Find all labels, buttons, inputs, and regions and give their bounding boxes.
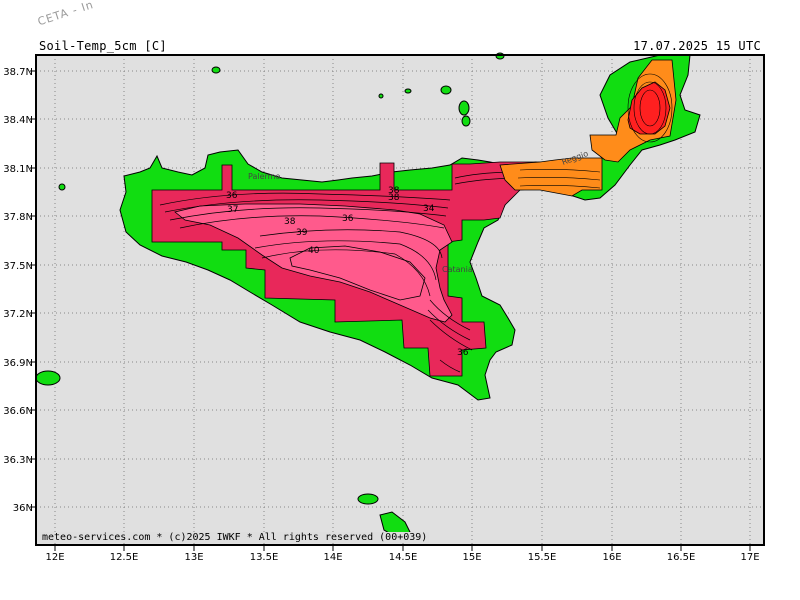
lon-label: 16E <box>602 552 621 563</box>
calabria-orange-zone <box>499 157 603 197</box>
lon-axis <box>54 545 751 551</box>
lat-label: 38.4N <box>3 115 33 126</box>
contour-label: 39 <box>296 228 308 238</box>
lat-label: 37.8N <box>3 212 33 223</box>
map-title: Soil-Temp_5cm [C] <box>39 39 167 53</box>
lat-label: 36.9N <box>3 358 33 369</box>
lat-label: 38.1N <box>3 164 33 175</box>
lon-label: 14.5E <box>389 552 418 563</box>
lon-label: 12.5E <box>110 552 139 563</box>
lon-label: 15E <box>462 552 481 563</box>
lon-label: 17E <box>740 552 759 563</box>
lon-label: 13E <box>184 552 203 563</box>
contour-label: 38 <box>388 193 400 203</box>
lat-label: 36.3N <box>3 455 33 466</box>
contour-label: 36 <box>457 348 469 358</box>
copyright-credit: meteo-services.com * (c)2025 IWKF * All … <box>40 532 430 543</box>
lon-label: 16.5E <box>667 552 696 563</box>
contour-label: 36 <box>226 191 238 201</box>
minor-islands <box>35 52 505 539</box>
city-label-palermo: Palermo <box>248 172 280 181</box>
lat-label: 36N <box>13 503 33 514</box>
calabria-contours <box>517 73 673 189</box>
lon-label: 12E <box>45 552 64 563</box>
contour-label: 38 <box>388 186 400 196</box>
temp-zone-40 <box>289 245 426 301</box>
lat-label: 37.2N <box>3 309 33 320</box>
lat-label: 37.5N <box>3 261 33 272</box>
lat-axis <box>30 70 36 508</box>
lon-label: 13.5E <box>250 552 279 563</box>
lat-labels: 38.7N 38.4N 38.1N 37.8N 37.5N 37.2N 36.9… <box>3 67 33 514</box>
contour-value-labels: 36 37 38 39 40 36 38 34 38 36 <box>226 186 469 358</box>
map-header: Soil-Temp_5cm [C] 17.07.2025 15 UTC <box>36 39 764 54</box>
contour-label: 38 <box>284 217 296 227</box>
city-label-catania: Catania <box>442 265 473 274</box>
calabria-red-zone <box>627 81 671 135</box>
lat-label: 36.6N <box>3 406 33 417</box>
lat-label: 38.7N <box>3 67 33 78</box>
lon-label: 14E <box>323 552 342 563</box>
map-frame <box>35 54 765 546</box>
contour-label: 34 <box>423 204 435 214</box>
contour-label: 36 <box>342 214 354 224</box>
contour-label: 37 <box>227 205 238 215</box>
lon-labels: 12E 12.5E 13E 13.5E 14E 14.5E 15E 15.5E … <box>45 552 759 563</box>
map-datetime: 17.07.2025 15 UTC <box>633 39 761 53</box>
contour-label: 40 <box>308 246 320 256</box>
lon-label: 15.5E <box>528 552 557 563</box>
